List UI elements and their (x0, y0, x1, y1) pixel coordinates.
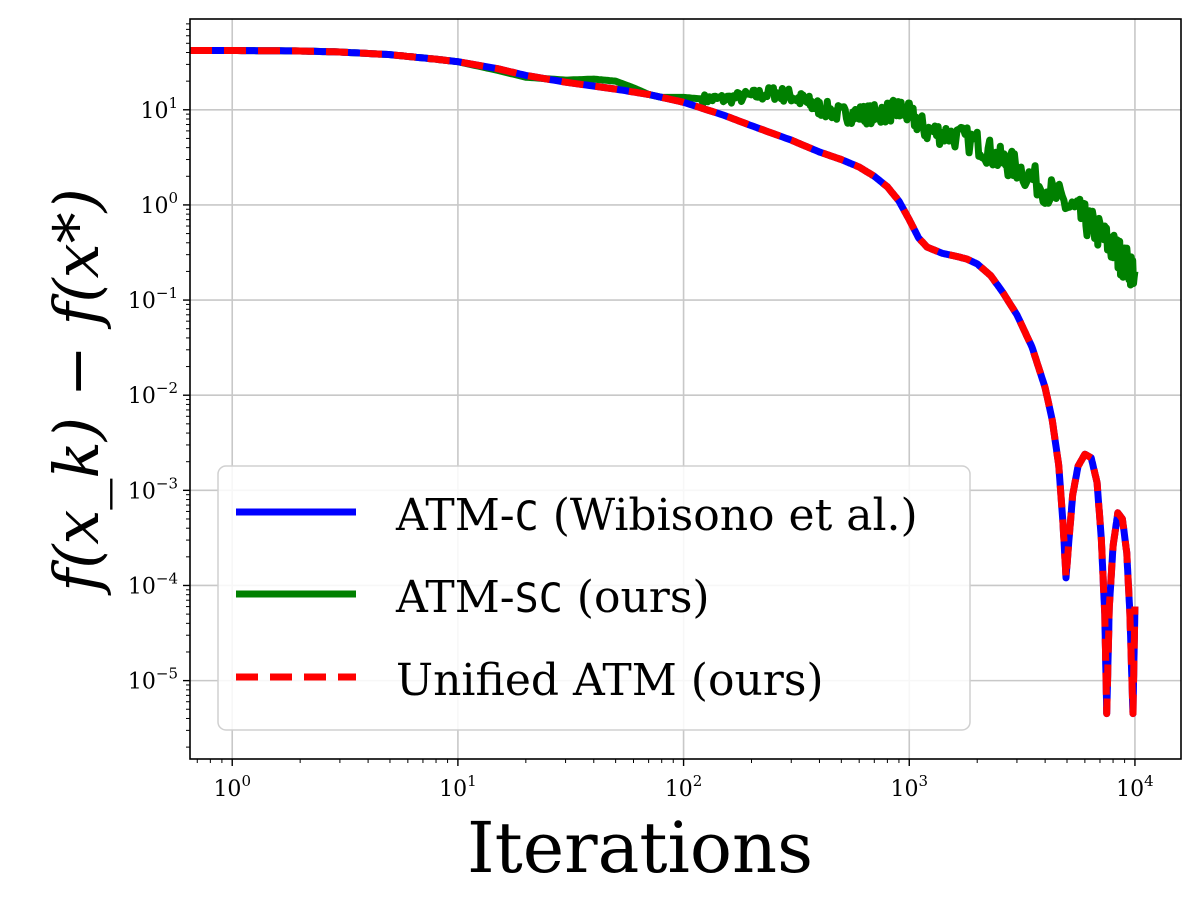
x-tick-label: 103 (890, 772, 928, 802)
x-tick-label: 102 (665, 772, 703, 802)
y-axis-label: f(x_k) − f(x*) (40, 188, 113, 596)
tick-marks (183, 23, 1136, 766)
plot-frame (189, 18, 1182, 760)
y-tick-labels: 101 100 10−1 10−2 10−3 10−4 10−5 (128, 94, 178, 695)
x-tick-labels: 100 101 102 103 104 (213, 772, 1153, 802)
y-tick-label: 10−5 (128, 665, 178, 695)
series-line-1 (189, 47, 1139, 289)
x-tick-label: 101 (439, 772, 477, 802)
series-layer (189, 47, 1139, 718)
x-tick-label: 100 (213, 772, 251, 802)
x-axis-label: Iterations (467, 807, 813, 889)
y-tick-label: 100 (140, 189, 178, 219)
y-tick-label: 10−3 (128, 474, 178, 504)
legend-label-unified-atm: Unified ATM (ours) (396, 655, 824, 706)
legend-label-atm-c: ATM-C (Wibisono et al.) (395, 490, 918, 541)
legend-box (217, 465, 971, 731)
legend: ATM-C (Wibisono et al.) ATM-SC (ours) Un… (217, 465, 971, 731)
y-tick-label: 101 (140, 94, 178, 124)
x-tick-label: 104 (1116, 772, 1154, 802)
legend-label-atm-sc: ATM-SC (ours) (395, 572, 710, 623)
y-tick-label: 10−4 (128, 569, 178, 599)
y-tick-label: 10−2 (128, 379, 178, 409)
y-tick-label: 10−1 (128, 284, 178, 314)
series-line-2 (189, 47, 1139, 718)
